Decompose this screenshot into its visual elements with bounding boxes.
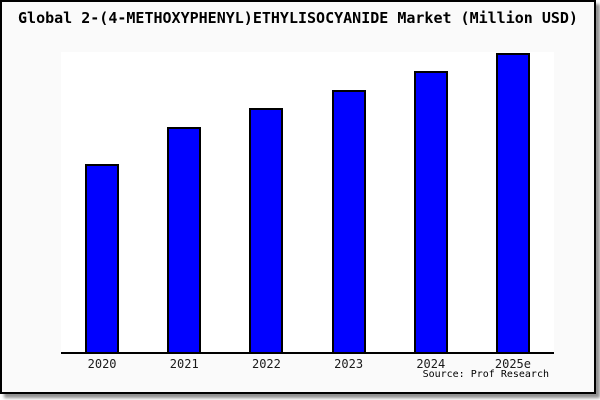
chart-title: Global 2-(4-METHOXYPHENYL)ETHYLISOCYANID… xyxy=(18,9,578,27)
bar-slot-2022 xyxy=(225,52,307,352)
bars-container xyxy=(61,52,554,352)
bar-slot-2020 xyxy=(61,52,143,352)
x-tick-label-2022: 2022 xyxy=(251,357,281,371)
x-tick-label-2021: 2021 xyxy=(169,357,199,371)
x-tick-label-2020: 2020 xyxy=(87,357,117,371)
bar-slot-2021 xyxy=(143,52,225,352)
bar-2022 xyxy=(249,108,284,352)
plot-area xyxy=(61,52,554,354)
source-label: Source: Prof Research xyxy=(422,369,549,380)
x-tick-label-2024: 2024 xyxy=(416,357,446,371)
chart-panel: Global 2-(4-METHOXYPHENYL)ETHYLISOCYANID… xyxy=(0,0,596,394)
x-tick-label-2023: 2023 xyxy=(334,357,364,371)
bar-2023 xyxy=(331,90,366,352)
bar-slot-2024 xyxy=(390,52,472,352)
bar-2025e xyxy=(495,52,530,352)
bar-2024 xyxy=(413,70,448,352)
bar-2021 xyxy=(167,127,202,352)
x-tick-label-2025e: 2025e xyxy=(494,357,531,371)
bar-slot-2023 xyxy=(308,52,390,352)
bar-slot-2025e xyxy=(472,52,554,352)
x-axis-tick-labels: 2020 2021 2022 2023 2024 2025e xyxy=(61,357,554,371)
bar-2020 xyxy=(85,163,120,352)
